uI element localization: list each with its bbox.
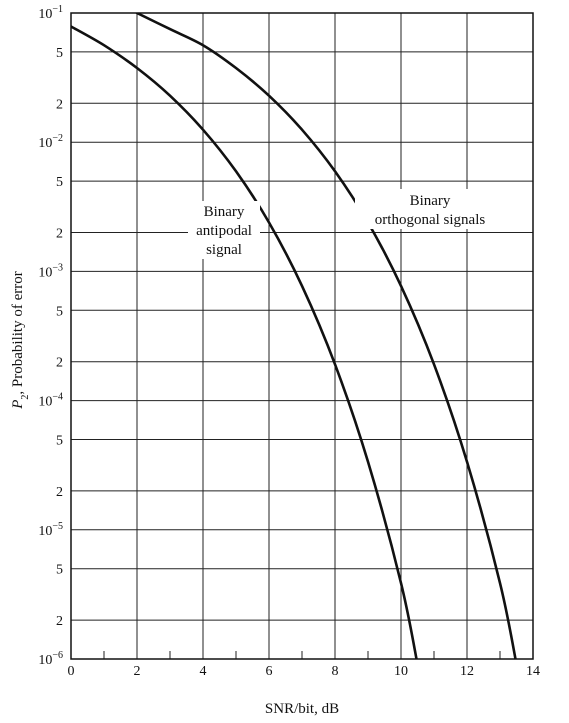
y-tick-label: 2 [56,356,63,371]
x-tick-label: 4 [200,664,207,679]
y-axis-label: P2, Probability of error [10,271,31,409]
y-tick-label: 2 [56,485,63,500]
y-tick-label: 5 [56,175,63,190]
annotation-orthogonal-line-2: orthogonal signals [375,212,486,228]
plot-frame [71,13,533,659]
annotation-antipodal-line-3: signal [206,242,242,258]
annotation-antipodal: Binary antipodal signal [188,201,260,259]
y-tick-label: 10−3 [38,262,63,280]
y-tick-label: 10−5 [38,521,63,539]
curves [71,13,517,664]
y-tick-label: 2 [56,227,63,242]
series-line-orthogonal [137,13,517,664]
y-tick-label: 5 [56,433,63,448]
y-tick-label: 5 [56,304,63,319]
annotation-antipodal-line-2: antipodal [196,223,252,239]
y-tick-label: 5 [56,46,63,61]
x-tick-label: 12 [460,664,474,679]
grid [71,13,533,659]
x-tick-label: 14 [526,664,540,679]
x-tick-label: 10 [394,664,408,679]
x-tick-label: 0 [68,664,75,679]
y-tick-label: 10−6 [38,650,63,668]
annotation-orthogonal-line-1: Binary [410,193,451,209]
y-tick-label: 10−4 [38,392,63,410]
x-tick-label: 2 [134,664,141,679]
x-tick-label: 6 [266,664,273,679]
y-tick-label: 2 [56,614,63,629]
annotation-antipodal-line-1: Binary [204,204,245,220]
y-tick-label: 2 [56,97,63,112]
y-tick-label: 5 [56,563,63,578]
x-axis-label: SNR/bit, dB [265,701,339,717]
y-tick-label: 10−2 [38,133,63,151]
y-tick-label: 10−1 [38,4,63,22]
annotation-orthogonal: Binary orthogonal signals [355,189,503,229]
x-tick-label: 8 [332,664,339,679]
ticks: 0 2 4 6 8 10 12 14 10−1 5 2 10−2 5 2 10−3 5 2 10−4 5 2 10−5 5… [38,4,540,679]
